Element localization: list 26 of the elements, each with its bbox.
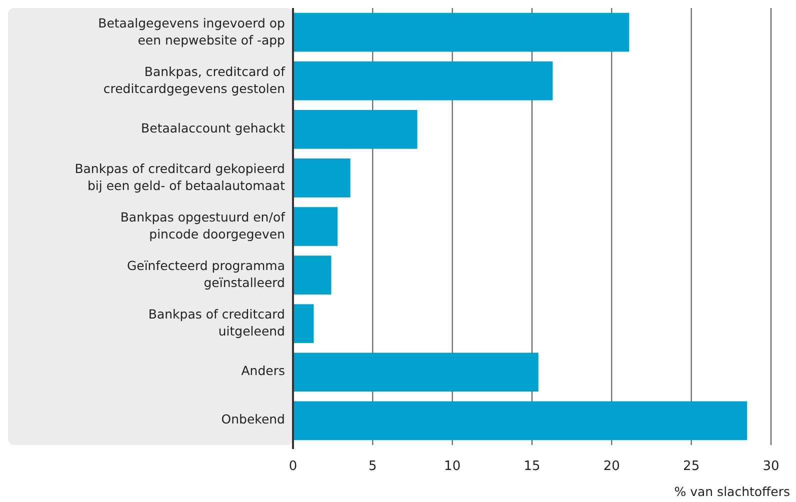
- x-tick-label: 15: [524, 459, 540, 474]
- y-tick-label: Bankpas opgestuurd en/of pincode doorgegeven: [120, 210, 286, 242]
- y-tick-label: Betaalgegevens ingevoerd op een nepwebsite of -app: [98, 16, 286, 48]
- y-tick-label: Bankpas of creditcard uitgeleend: [148, 307, 285, 340]
- bar: [293, 256, 332, 294]
- y-tick-label: Anders: [241, 364, 285, 379]
- y-tick-label: Bankpas of creditcard gekopieerd bij een geld- of betaalautomaat: [74, 161, 286, 194]
- x-tick-label: 0: [288, 459, 298, 474]
- bar: [293, 352, 538, 392]
- bar: [293, 61, 553, 100]
- y-tick-label: Bankpas, creditcard of creditcardgegevens gestolen: [103, 64, 286, 96]
- y-tick-label: Betaalaccount gehackt: [141, 120, 286, 136]
- y-tick-label: Geïnfecteerd programma geïnstalleerd: [126, 258, 285, 290]
- bar: [293, 110, 418, 149]
- bar: [293, 158, 350, 198]
- bar: [293, 401, 748, 440]
- bar: [293, 12, 630, 52]
- x-tick-label: 5: [368, 459, 377, 474]
- bar: [293, 207, 338, 246]
- bar: [293, 304, 314, 344]
- x-axis-title: % van slachtoffers: [674, 484, 790, 499]
- x-tick-label: 25: [683, 459, 700, 474]
- x-tick-label: 30: [762, 459, 780, 474]
- x-tick-label: 10: [444, 459, 461, 474]
- y-tick-label: Onbekend: [221, 412, 285, 428]
- x-tick-label: 20: [603, 459, 620, 474]
